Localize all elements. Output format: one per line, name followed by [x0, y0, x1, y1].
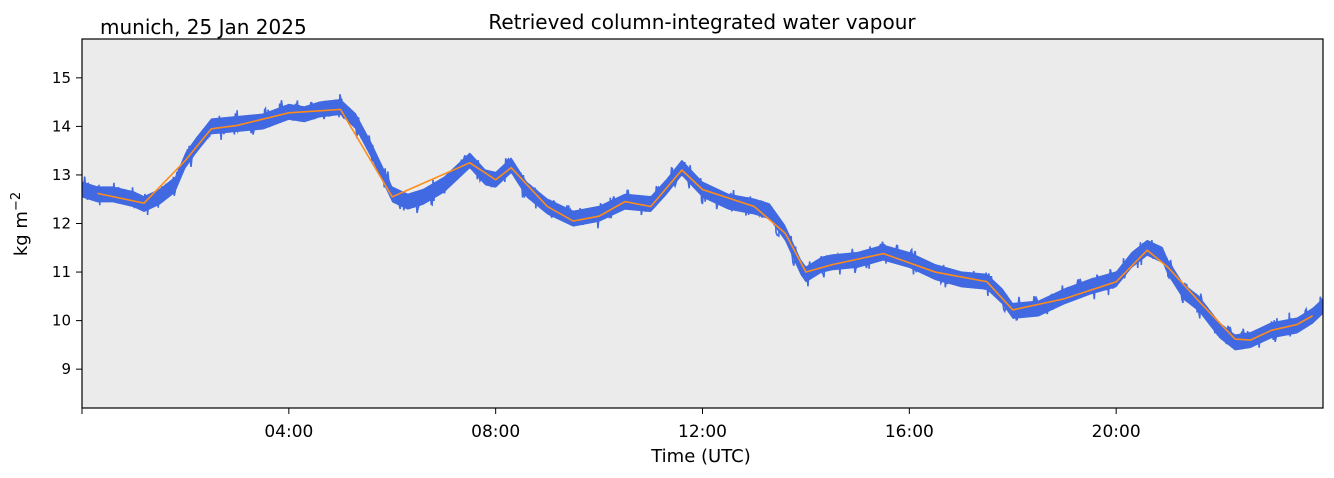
- raw-iwv-series: [82, 94, 1323, 348]
- x-axis-label: Time (UTC): [650, 446, 751, 467]
- y-tick-label: 10: [52, 312, 71, 330]
- y-axis-label-exponent: −2: [9, 192, 24, 211]
- y-tick-label: 13: [52, 166, 71, 184]
- y-axis-label-unit: kg m: [11, 211, 32, 256]
- series-layer: [82, 94, 1323, 351]
- y-axis: 9 10 11 12 13 14 15: [52, 69, 82, 378]
- y-tick-label: 11: [52, 263, 71, 281]
- y-tick-label: 14: [52, 117, 71, 135]
- x-tick-label: 04:00: [264, 422, 313, 442]
- x-tick-label: 20:00: [1092, 422, 1141, 442]
- x-tick-label: 08:00: [471, 422, 520, 442]
- location-date-label: munich, 25 Jan 2025: [100, 15, 307, 39]
- y-tick-label: 12: [52, 215, 71, 233]
- chart-title: Retrieved column-integrated water vapour: [488, 10, 916, 34]
- y-axis-label: kg m−2: [9, 192, 32, 256]
- smoothed-iwv-series: [97, 108, 1314, 341]
- x-tick-label: 12:00: [678, 422, 727, 442]
- plot-area: [82, 39, 1323, 408]
- y-tick-label: 9: [61, 360, 71, 378]
- y-tick-label: 15: [52, 69, 71, 87]
- x-axis: 04:00 08:00 12:00 16:00 20:00: [81, 408, 1141, 442]
- x-tick-label: 16:00: [885, 422, 934, 442]
